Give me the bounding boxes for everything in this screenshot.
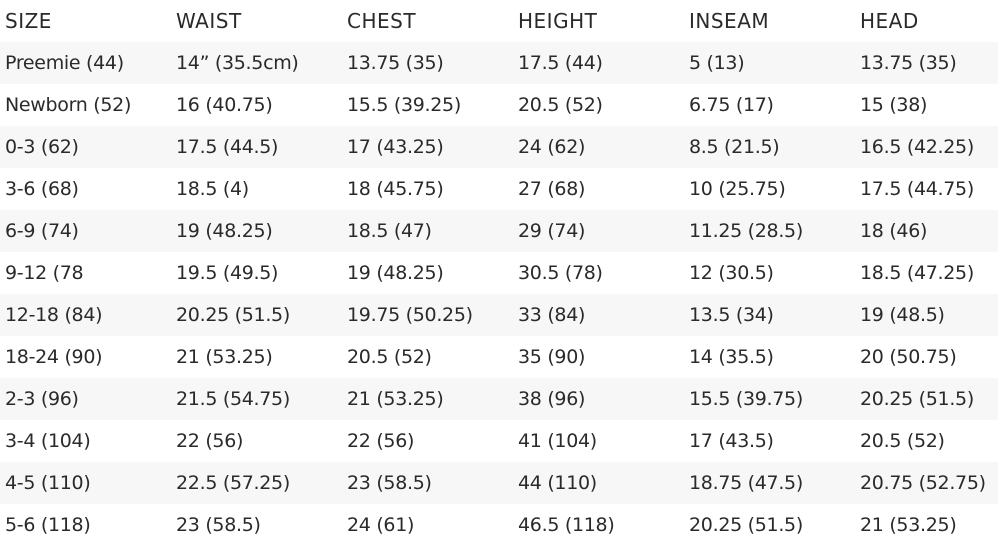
table-row: 9-12 (78 19.5 (49.5) 19 (48.25) 30.5 (78) 12… bbox=[0, 252, 998, 294]
table-cell: 2-3 (96) bbox=[5, 388, 79, 410]
table-cell: 46.5 (118) bbox=[518, 514, 615, 536]
table-cell: 38 (96) bbox=[518, 388, 586, 410]
table-cell: 13.75 (35) bbox=[860, 52, 957, 74]
table-cell: 44 (110) bbox=[518, 472, 597, 494]
header-row: SIZE WAIST CHEST HEIGHT INSEAM HEAD bbox=[0, 0, 998, 42]
table-row: 2-3 (96) 21.5 (54.75) 21 (53.25) 38 (96) 15.… bbox=[0, 378, 998, 420]
table-cell: 18.5 (47.25) bbox=[860, 262, 974, 284]
table-cell: 20.75 (52.75) bbox=[860, 472, 986, 494]
table-cell: 4-5 (110) bbox=[5, 472, 91, 494]
table-cell: 27 (68) bbox=[518, 178, 586, 200]
column-header: HEAD bbox=[860, 9, 919, 33]
table-cell: 23 (58.5) bbox=[347, 472, 432, 494]
table-cell: 21 (53.25) bbox=[860, 514, 957, 536]
table-row: 6-9 (74) 19 (48.25) 18.5 (47) 29 (74) 11.25 … bbox=[0, 210, 998, 252]
table-cell: 20.25 (51.5) bbox=[860, 388, 974, 410]
column-header: INSEAM bbox=[689, 9, 770, 33]
table-cell: 29 (74) bbox=[518, 220, 586, 242]
table-cell: 6.75 (17) bbox=[689, 94, 774, 116]
table-cell: 19.75 (50.25) bbox=[347, 304, 473, 326]
table-cell: 20.25 (51.5) bbox=[176, 304, 290, 326]
table-cell: 24 (61) bbox=[347, 514, 415, 536]
table-cell: 35 (90) bbox=[518, 346, 586, 368]
table-cell: 30.5 (78) bbox=[518, 262, 603, 284]
table-row: Preemie (44) 14” (35.5cm) 13.75 (35) 17.5 (… bbox=[0, 42, 998, 84]
table-cell: 21 (53.25) bbox=[176, 346, 273, 368]
table-cell: 20.5 (52) bbox=[860, 430, 945, 452]
table-cell: 19 (48.25) bbox=[176, 220, 273, 242]
table-cell: 22.5 (57.25) bbox=[176, 472, 290, 494]
table-cell: 13.75 (35) bbox=[347, 52, 444, 74]
table-cell: 21 (53.25) bbox=[347, 388, 444, 410]
table-cell: 16 (40.75) bbox=[176, 94, 273, 116]
table-cell: 19 (48.5) bbox=[860, 304, 945, 326]
table-cell: 9-12 (78 bbox=[5, 262, 84, 284]
table-row: 3-6 (68) 18.5 (4) 18 (45.75) 27 (68) 10 (25.… bbox=[0, 168, 998, 210]
table-cell: 18 (46) bbox=[860, 220, 928, 242]
table-cell: 22 (56) bbox=[176, 430, 244, 452]
table-cell: 18.75 (47.5) bbox=[689, 472, 803, 494]
table-cell: 17 (43.25) bbox=[347, 136, 444, 158]
table-cell: 20.5 (52) bbox=[347, 346, 432, 368]
table-cell: 18.5 (4) bbox=[176, 178, 249, 200]
table-cell: 20.25 (51.5) bbox=[689, 514, 803, 536]
table-cell: 5 (13) bbox=[689, 52, 745, 74]
table-cell: 8.5 (21.5) bbox=[689, 136, 780, 158]
table-cell: 24 (62) bbox=[518, 136, 586, 158]
table-cell: 13.5 (34) bbox=[689, 304, 774, 326]
table-cell: 15.5 (39.25) bbox=[347, 94, 461, 116]
table-cell: 21.5 (54.75) bbox=[176, 388, 290, 410]
table-cell: 12 (30.5) bbox=[689, 262, 774, 284]
table-cell: 10 (25.75) bbox=[689, 178, 786, 200]
table-cell: 23 (58.5) bbox=[176, 514, 261, 536]
table-cell: 17.5 (44) bbox=[518, 52, 603, 74]
table-cell: 33 (84) bbox=[518, 304, 586, 326]
table-row: Newborn (52) 16 (40.75) 15.5 (39.25) 20.5 (… bbox=[0, 84, 998, 126]
column-header: HEIGHT bbox=[518, 9, 598, 33]
table-cell: 15 (38) bbox=[860, 94, 928, 116]
table-row: 3-4 (104) 22 (56) 22 (56) 41 (104) 17 (43.5)… bbox=[0, 420, 998, 462]
table-cell: 15.5 (39.75) bbox=[689, 388, 803, 410]
table-cell: 5-6 (118) bbox=[5, 514, 91, 536]
table-cell: Preemie (44) bbox=[5, 52, 124, 74]
table-cell: 18.5 (47) bbox=[347, 220, 432, 242]
table-row: 18-24 (90) 21 (53.25) 20.5 (52) 35 (90) 14 (… bbox=[0, 336, 998, 378]
table-cell: 11.25 (28.5) bbox=[689, 220, 803, 242]
table-cell: 3-6 (68) bbox=[5, 178, 79, 200]
column-header: SIZE bbox=[5, 9, 52, 33]
table-cell: 17.5 (44.75) bbox=[860, 178, 974, 200]
table-cell: 6-9 (74) bbox=[5, 220, 79, 242]
table-cell: 12-18 (84) bbox=[5, 304, 103, 326]
table-row: 5-6 (118) 23 (58.5) 24 (61) 46.5 (118) 20.25… bbox=[0, 504, 998, 538]
table-cell: 19.5 (49.5) bbox=[176, 262, 279, 284]
table-cell: 14 (35.5) bbox=[689, 346, 774, 368]
table-cell: 17 (43.5) bbox=[689, 430, 774, 452]
table-row: 0-3 (62) 17.5 (44.5) 17 (43.25) 24 (62) 8.5 … bbox=[0, 126, 998, 168]
table-cell: Newborn (52) bbox=[5, 94, 132, 116]
table-row: 4-5 (110) 22.5 (57.25) 23 (58.5) 44 (110) 18… bbox=[0, 462, 998, 504]
table-cell: 19 (48.25) bbox=[347, 262, 444, 284]
table-cell: 3-4 (104) bbox=[5, 430, 91, 452]
table-cell: 16.5 (42.25) bbox=[860, 136, 974, 158]
table-cell: 22 (56) bbox=[347, 430, 415, 452]
table-cell: 41 (104) bbox=[518, 430, 597, 452]
table-cell: 20.5 (52) bbox=[518, 94, 603, 116]
table-cell: 14” (35.5cm) bbox=[176, 52, 299, 74]
table-cell: 17.5 (44.5) bbox=[176, 136, 279, 158]
table-cell: 18-24 (90) bbox=[5, 346, 103, 368]
table-cell: 18 (45.75) bbox=[347, 178, 444, 200]
table-cell: 20 (50.75) bbox=[860, 346, 957, 368]
table-cell: 0-3 (62) bbox=[5, 136, 79, 158]
column-header: CHEST bbox=[347, 9, 417, 33]
column-header: WAIST bbox=[176, 9, 242, 33]
table-row: 12-18 (84) 20.25 (51.5) 19.75 (50.25) 33 (8… bbox=[0, 294, 998, 336]
